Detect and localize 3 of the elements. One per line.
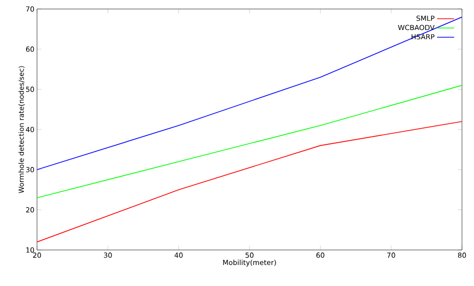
line-series [37, 16, 462, 170]
line-series [37, 121, 462, 242]
line-series [37, 84, 462, 198]
